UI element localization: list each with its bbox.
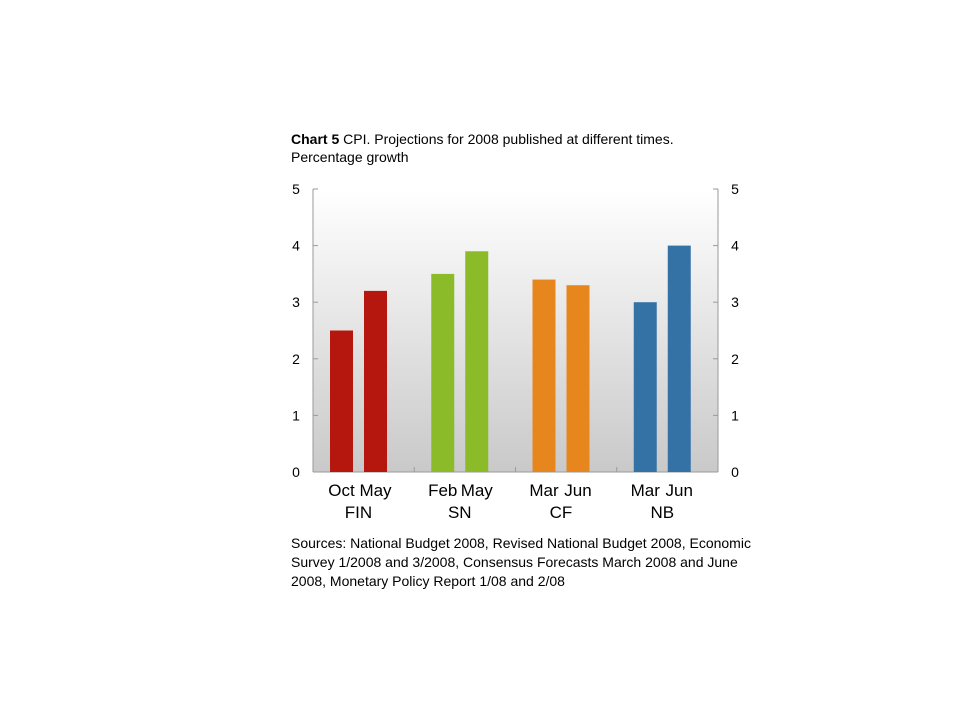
bar-nb-mar [633, 302, 657, 472]
x-category-label: Mar [529, 481, 559, 500]
y-tick-label-left: 5 [292, 181, 300, 197]
x-category-label: May [359, 481, 392, 500]
bar-nb-jun [667, 245, 691, 472]
x-category-label: Jun [564, 481, 591, 500]
y-tick-label-left: 4 [292, 238, 300, 254]
x-category-label: Oct [328, 481, 355, 500]
y-tick-label-right: 0 [731, 464, 739, 480]
bar-cf-mar [532, 279, 556, 472]
y-tick-label-right: 5 [731, 181, 739, 197]
x-group-label: NB [650, 503, 674, 522]
chart-number: Chart 5 [291, 131, 340, 147]
bar-sn-may [465, 251, 489, 472]
chart-title-text: CPI. Projections for 2008 published at d… [339, 131, 674, 147]
x-category-label: May [461, 481, 494, 500]
x-group-label: FIN [345, 503, 372, 522]
y-tick-label-left: 2 [292, 351, 300, 367]
x-group-label: SN [448, 503, 472, 522]
x-category-label: Feb [428, 481, 457, 500]
x-group-label: CF [550, 503, 573, 522]
x-category-label: Jun [666, 481, 693, 500]
x-category-label: Mar [631, 481, 661, 500]
bar-cf-jun [566, 285, 590, 472]
y-tick-label-left: 1 [292, 407, 300, 423]
y-tick-label-right: 4 [731, 238, 739, 254]
y-tick-label-left: 3 [292, 294, 300, 310]
y-tick-label-right: 2 [731, 351, 739, 367]
bar-fin-oct [330, 330, 353, 472]
chart-title: Chart 5 CPI. Projections for 2008 publis… [291, 130, 761, 166]
chart-subtitle: Percentage growth [291, 149, 409, 165]
sources-note: Sources: National Budget 2008, Revised N… [291, 535, 751, 589]
y-tick-label-right: 3 [731, 294, 739, 310]
y-tick-label-right: 1 [731, 407, 739, 423]
bar-sn-feb [431, 273, 455, 472]
y-tick-label-left: 0 [292, 464, 300, 480]
bar-fin-may [364, 290, 387, 472]
